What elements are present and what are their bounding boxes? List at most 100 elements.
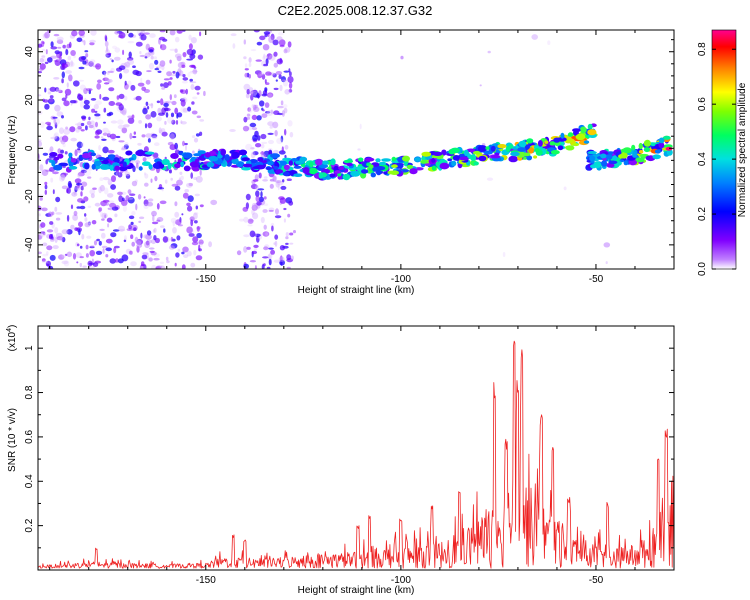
noise-blob xyxy=(166,72,170,77)
noise-blob xyxy=(70,224,75,230)
noise-blob xyxy=(47,57,53,63)
ridge-blob xyxy=(370,172,376,178)
noise-blob xyxy=(44,181,48,185)
noise-blob xyxy=(268,36,274,43)
spectrogram-frame xyxy=(37,29,675,270)
noise-blob xyxy=(114,56,121,61)
noise-blob xyxy=(82,159,85,162)
ridge-blob xyxy=(293,165,302,169)
noise-blob xyxy=(243,246,248,253)
noise-blob xyxy=(242,206,249,212)
noise-blob xyxy=(185,88,188,95)
ridge-blob xyxy=(57,153,64,159)
noise-blob xyxy=(135,41,143,47)
noise-blob xyxy=(191,110,198,115)
noise-blob xyxy=(287,41,292,48)
noise-blob xyxy=(62,44,66,49)
ridge-blob xyxy=(368,164,374,169)
noise-blob xyxy=(80,191,83,197)
noise-blob xyxy=(196,92,200,95)
noise-blob xyxy=(262,209,268,214)
noise-blob xyxy=(81,39,84,43)
noise-blob xyxy=(52,171,59,175)
noise-blob xyxy=(108,101,116,106)
noise-blob xyxy=(254,247,258,251)
noise-blob xyxy=(41,207,48,212)
ridge-blob xyxy=(451,160,457,167)
ridge-blob xyxy=(383,171,388,175)
noise-blob xyxy=(199,204,204,208)
noise-blob xyxy=(63,260,70,267)
noise-blob xyxy=(88,220,92,225)
noise-blob xyxy=(208,241,213,248)
noise-blob xyxy=(50,46,58,50)
noise-blob xyxy=(272,175,278,182)
noise-blob xyxy=(65,70,72,74)
noise-blob xyxy=(116,119,124,125)
noise-blob xyxy=(146,155,151,160)
noise-blob xyxy=(49,95,54,99)
noise-blob xyxy=(77,93,81,97)
noise-blob xyxy=(185,144,187,151)
noise-blob xyxy=(44,61,49,65)
noise-blob xyxy=(274,130,278,137)
ridge-blob xyxy=(638,142,643,150)
noise-blob xyxy=(176,179,183,186)
noise-blob xyxy=(148,247,155,250)
noise-blob xyxy=(100,136,104,139)
noise-blob xyxy=(182,140,185,147)
noise-blob xyxy=(272,39,279,46)
noise-blob xyxy=(144,123,148,129)
noise-blob xyxy=(94,130,100,136)
noise-blob xyxy=(98,207,103,212)
noise-blob xyxy=(86,88,93,92)
noise-blob xyxy=(189,81,197,84)
noise-blob xyxy=(171,100,177,106)
noise-blob xyxy=(88,124,94,129)
noise-blob xyxy=(39,57,44,63)
noise-blob xyxy=(149,250,155,253)
noise-blob xyxy=(105,254,109,258)
colorbar-gradient xyxy=(711,29,737,270)
noise-blob xyxy=(94,135,100,139)
noise-blob xyxy=(268,139,274,145)
noise-blob xyxy=(64,88,72,96)
noise-blob xyxy=(104,214,107,219)
noise-blob xyxy=(42,253,49,257)
noise-blob xyxy=(78,56,86,62)
noise-blob xyxy=(160,225,165,228)
x-tick-label: -100 xyxy=(391,575,411,586)
noise-blob xyxy=(272,73,277,78)
y-tick-label: 20 xyxy=(24,94,35,106)
noise-blob xyxy=(79,262,83,268)
noise-blob xyxy=(271,225,274,232)
noise-blob xyxy=(66,188,69,194)
ridge-blob xyxy=(270,153,280,159)
noise-blob xyxy=(44,31,50,39)
noise-blob xyxy=(39,164,44,171)
noise-blob xyxy=(85,125,88,131)
noise-blob xyxy=(199,31,202,37)
noise-blob xyxy=(273,242,276,245)
noise-blob xyxy=(203,90,206,97)
noise-blob xyxy=(132,65,136,68)
noise-blob xyxy=(159,30,166,33)
noise-blob xyxy=(272,175,277,182)
noise-blob xyxy=(147,105,150,110)
noise-blob xyxy=(53,133,58,140)
noise-blob xyxy=(158,129,163,134)
noise-blob xyxy=(95,121,98,128)
ridge-blob xyxy=(334,170,341,174)
noise-blob xyxy=(247,107,251,112)
noise-blob xyxy=(180,106,186,113)
noise-blob xyxy=(73,80,80,87)
noise-blob xyxy=(151,221,159,225)
noise-blob xyxy=(114,47,121,53)
noise-blob xyxy=(69,100,77,104)
noise-blob xyxy=(257,135,261,141)
noise-blob xyxy=(149,33,156,38)
ridge-blob xyxy=(579,126,587,134)
noise-blob xyxy=(161,188,164,192)
noise-blob xyxy=(152,229,156,233)
ridge-blob xyxy=(583,140,590,144)
